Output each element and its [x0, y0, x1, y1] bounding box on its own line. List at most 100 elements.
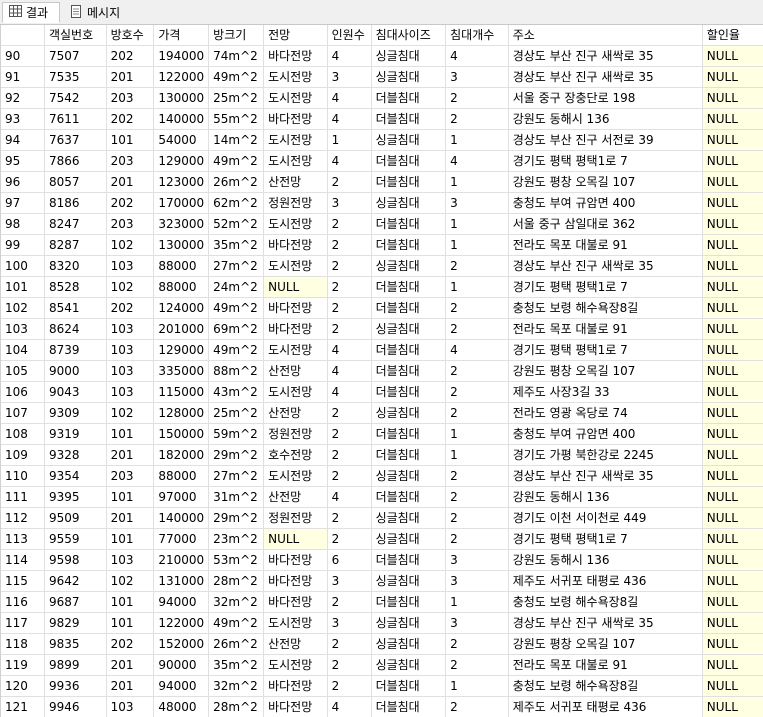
table-cell[interactable]: NULL [702, 402, 763, 424]
table-cell[interactable]: 9354 [44, 465, 107, 487]
table-cell[interactable]: 8057 [44, 171, 107, 193]
table-cell[interactable]: 88000 [153, 465, 210, 487]
table-cell[interactable]: 23m^2 [208, 528, 265, 550]
table-cell[interactable]: NULL [702, 381, 763, 403]
table-cell[interactable]: NULL [702, 633, 763, 655]
table-cell[interactable]: 2 [445, 318, 509, 340]
table-cell[interactable]: 경상도 부산 진구 새싹로 35 [508, 465, 703, 487]
table-cell[interactable]: 122000 [153, 66, 210, 88]
table-cell[interactable]: NULL [702, 192, 763, 214]
table-cell[interactable]: 6 [327, 549, 372, 571]
column-header[interactable]: 방크기 [208, 25, 265, 46]
table-cell[interactable]: 산전망 [263, 633, 328, 655]
table-cell[interactable]: 충청도 부여 규암면 400 [508, 192, 703, 214]
table-cell[interactable]: 2 [327, 507, 372, 529]
row-number-cell[interactable]: 107 [1, 402, 45, 424]
table-cell[interactable]: 도시전망 [263, 339, 328, 361]
table-cell[interactable]: 128000 [153, 402, 210, 424]
table-cell[interactable]: 더블침대 [371, 171, 447, 193]
table-cell[interactable]: 32m^2 [208, 591, 265, 613]
row-number-cell[interactable]: 119 [1, 654, 45, 676]
table-cell[interactable]: 123000 [153, 171, 210, 193]
table-cell[interactable]: 31m^2 [208, 486, 265, 508]
row-number-cell[interactable]: 91 [1, 66, 45, 88]
table-cell[interactable]: 2 [445, 255, 509, 277]
table-cell[interactable]: 201000 [153, 318, 210, 340]
table-cell[interactable]: 3 [445, 192, 509, 214]
table-cell[interactable]: 90000 [153, 654, 210, 676]
table-cell[interactable]: 경기도 이천 서이천로 449 [508, 507, 703, 529]
table-cell[interactable]: 103 [106, 381, 155, 403]
table-cell[interactable]: 8528 [44, 276, 107, 298]
table-cell[interactable]: 7542 [44, 87, 107, 109]
table-cell[interactable]: 2 [445, 360, 509, 382]
table-cell[interactable]: 323000 [153, 213, 210, 235]
column-header[interactable]: 침대사이즈 [371, 25, 447, 46]
table-cell[interactable]: NULL [702, 297, 763, 319]
table-cell[interactable]: 더블침대 [371, 108, 447, 130]
table-cell[interactable]: 경기도 평택 평택1로 7 [508, 528, 703, 550]
table-cell[interactable]: 3 [445, 549, 509, 571]
table-cell[interactable]: 더블침대 [371, 549, 447, 571]
table-cell[interactable]: 4 [327, 108, 372, 130]
table-cell[interactable]: 전라도 목포 대불로 91 [508, 318, 703, 340]
table-cell[interactable]: NULL [702, 528, 763, 550]
table-cell[interactable]: NULL [702, 171, 763, 193]
table-cell[interactable]: NULL [702, 276, 763, 298]
table-cell[interactable]: 9328 [44, 444, 107, 466]
table-cell[interactable]: NULL [702, 486, 763, 508]
table-cell[interactable]: 바다전망 [263, 549, 328, 571]
table-cell[interactable]: NULL [263, 276, 328, 298]
table-cell[interactable]: 8739 [44, 339, 107, 361]
table-cell[interactable]: 산전망 [263, 360, 328, 382]
table-cell[interactable]: 9899 [44, 654, 107, 676]
column-header[interactable]: 주소 [508, 25, 703, 46]
table-cell[interactable]: 더블침대 [371, 213, 447, 235]
table-cell[interactable]: NULL [702, 129, 763, 151]
table-cell[interactable]: 102 [106, 276, 155, 298]
row-number-cell[interactable]: 97 [1, 192, 45, 214]
table-cell[interactable]: 9309 [44, 402, 107, 424]
table-cell[interactable]: 9559 [44, 528, 107, 550]
table-cell[interactable]: 3 [327, 612, 372, 634]
table-cell[interactable]: 싱글침대 [371, 45, 447, 67]
table-cell[interactable]: 103 [106, 318, 155, 340]
table-cell[interactable]: 74m^2 [208, 45, 265, 67]
results-grid[interactable]: 객실번호 방호수 가격 방크기 전망 인원수 침대사이즈 침대개수 주소 할인율… [0, 25, 763, 717]
table-cell[interactable]: 28m^2 [208, 570, 265, 592]
table-cell[interactable]: 4 [327, 339, 372, 361]
table-cell[interactable]: 54000 [153, 129, 210, 151]
table-cell[interactable]: 3 [445, 570, 509, 592]
table-cell[interactable]: 더블침대 [371, 234, 447, 256]
table-cell[interactable]: 충청도 보령 해수욕장8길 [508, 297, 703, 319]
table-row[interactable]: 95 7866 203 129000 49m^2 도시전망 4 더블침대 4 경기도 평택 평택1… [1, 150, 763, 172]
table-row[interactable]: 97 8186 202 170000 62m^2 정원전망 3 싱글침대 3 충청도 부여 규암면… [1, 192, 763, 214]
table-cell[interactable]: 8186 [44, 192, 107, 214]
column-header[interactable]: 가격 [153, 25, 210, 46]
row-number-cell[interactable]: 115 [1, 570, 45, 592]
table-cell[interactable]: NULL [702, 234, 763, 256]
table-cell[interactable]: NULL [702, 570, 763, 592]
table-cell[interactable]: NULL [702, 696, 763, 717]
table-cell[interactable]: 9642 [44, 570, 107, 592]
table-cell[interactable]: NULL [702, 255, 763, 277]
table-cell[interactable]: 202 [106, 192, 155, 214]
table-cell[interactable]: 29m^2 [208, 507, 265, 529]
table-cell[interactable]: 경상도 부산 진구 새싹로 35 [508, 612, 703, 634]
row-number-cell[interactable]: 94 [1, 129, 45, 151]
table-cell[interactable]: NULL [702, 465, 763, 487]
table-cell[interactable]: 강원도 평창 오목길 107 [508, 171, 703, 193]
table-cell[interactable]: NULL [702, 549, 763, 571]
table-cell[interactable]: 2 [327, 675, 372, 697]
table-cell[interactable]: 8247 [44, 213, 107, 235]
table-cell[interactable]: 62m^2 [208, 192, 265, 214]
table-cell[interactable]: 바다전망 [263, 45, 328, 67]
table-row[interactable]: 109 9328 201 182000 29m^2 호수전망 2 더블침대 1 경기도 가평 북한… [1, 444, 763, 466]
table-cell[interactable]: 2 [327, 276, 372, 298]
table-cell[interactable]: 2 [327, 255, 372, 277]
table-cell[interactable]: 도시전망 [263, 87, 328, 109]
table-cell[interactable]: 4 [327, 381, 372, 403]
table-cell[interactable]: 2 [327, 297, 372, 319]
table-cell[interactable]: 101 [106, 528, 155, 550]
table-cell[interactable]: 제주도 서귀포 태평로 436 [508, 570, 703, 592]
